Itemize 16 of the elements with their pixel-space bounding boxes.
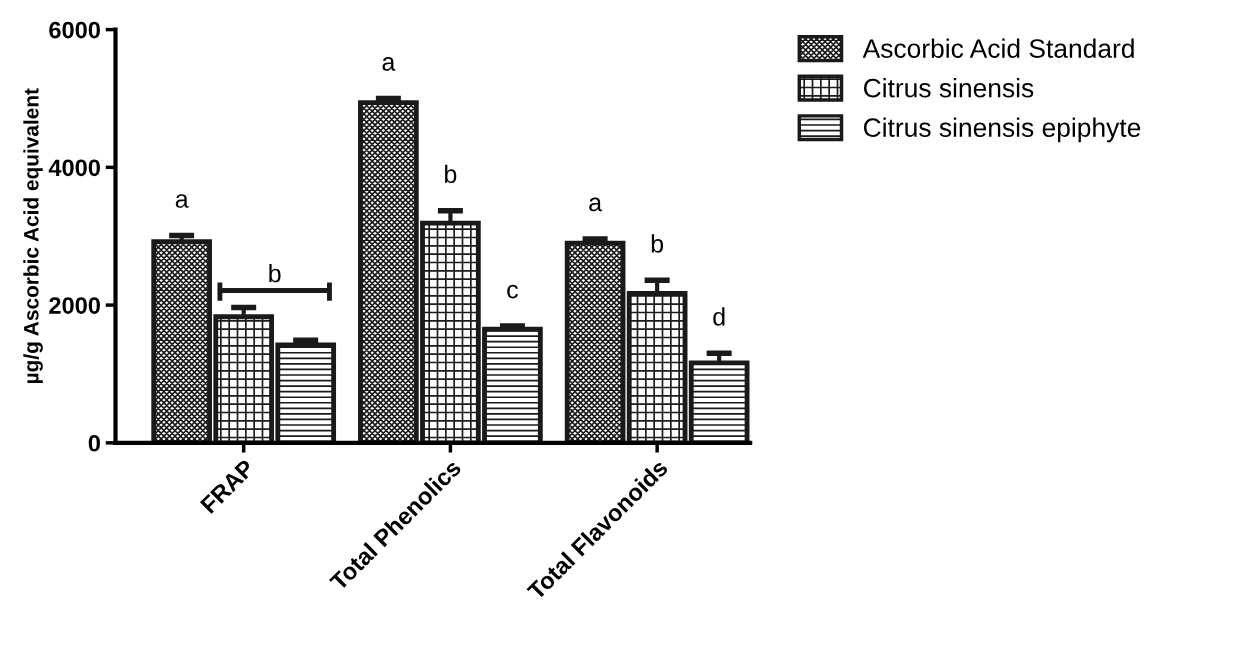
y-axis-title: µg/g Ascorbic Acid equivalent — [23, 88, 43, 384]
y-tick-label: 0 — [88, 434, 100, 452]
annotation: a — [589, 197, 603, 212]
annotation: d — [713, 307, 725, 326]
annotation: c — [507, 284, 519, 299]
y-tick-label: 6000 — [49, 21, 100, 39]
legend-label: Ascorbic Acid Standard — [862, 38, 1134, 58]
annotation: a — [175, 194, 189, 208]
annotation: b — [651, 234, 664, 253]
annotation: b — [269, 263, 281, 283]
y-tick-label: 4000 — [48, 159, 100, 177]
legend-label: Citrus sinensis epiphyte — [863, 117, 1141, 143]
legend-label: Citrus sinensis — [863, 78, 1034, 98]
y-tick-label: 2000 — [49, 297, 100, 314]
annotation: a — [382, 57, 396, 71]
annotation: b — [445, 164, 457, 184]
